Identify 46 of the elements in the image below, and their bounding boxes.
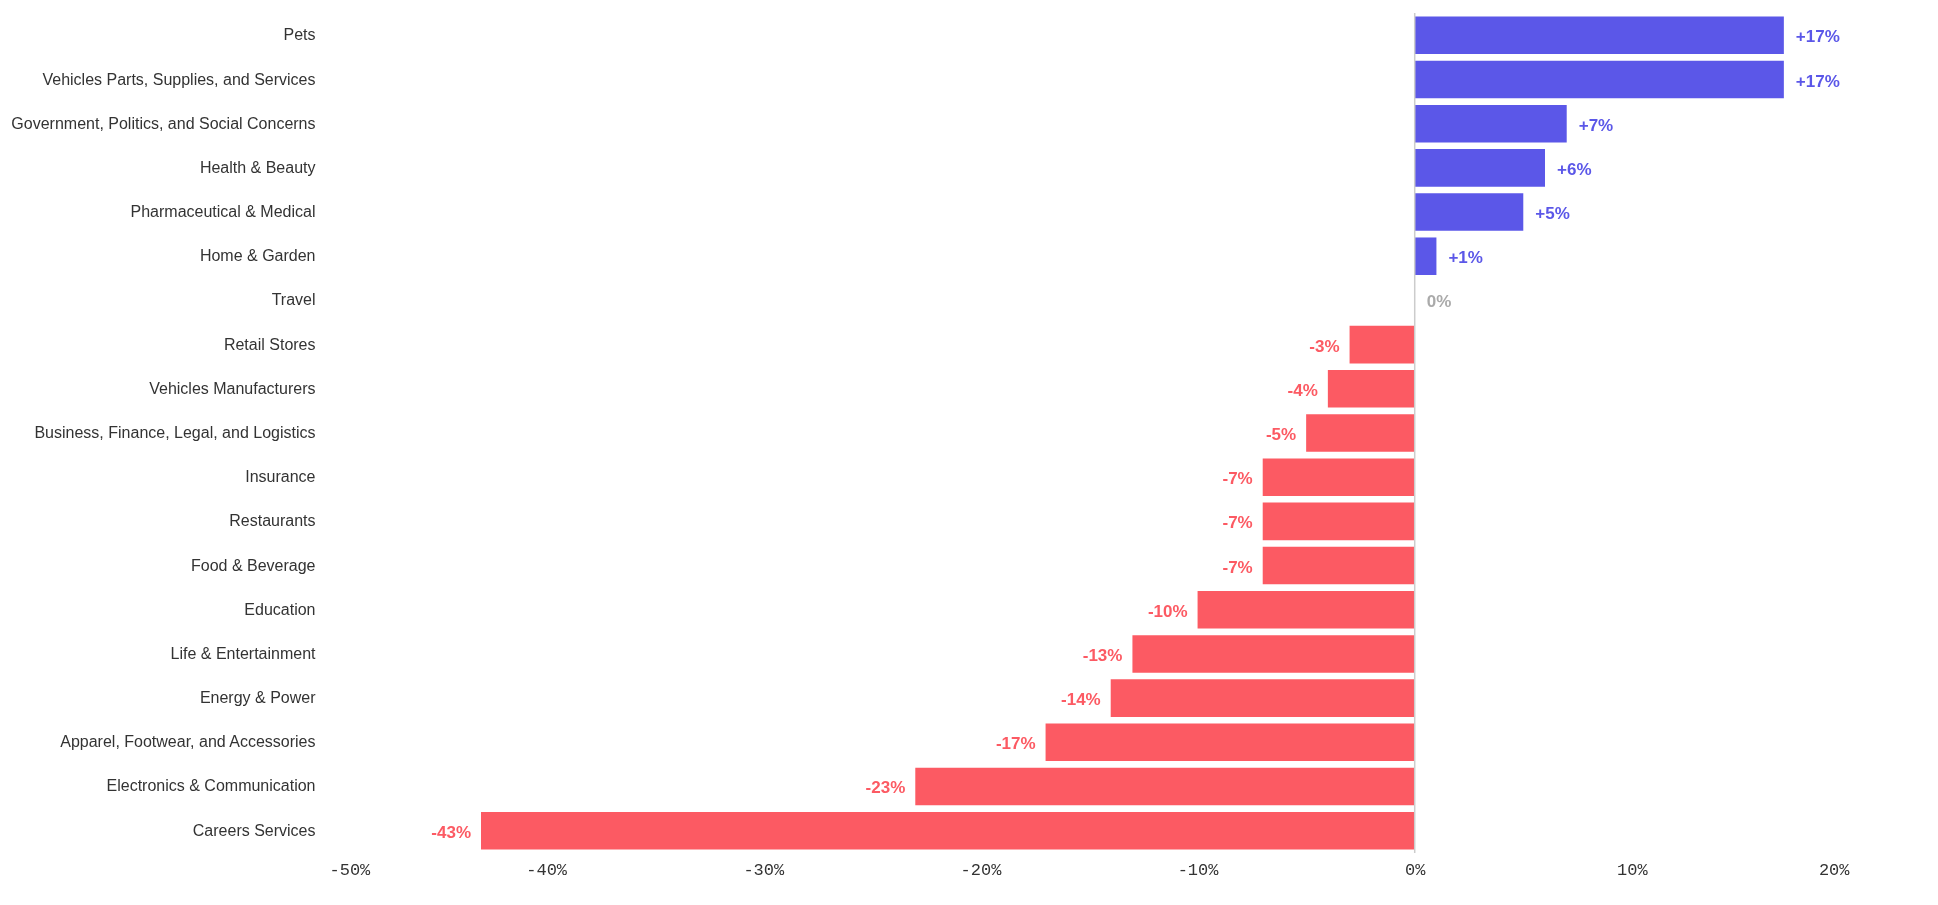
data-label: -13% [1082, 645, 1123, 665]
y-tick-label: Health & Beauty [199, 158, 316, 176]
y-tick-label: Pharmaceutical & Medical [130, 203, 316, 221]
y-tick-label: Home & Garden [199, 247, 316, 265]
x-tick-label: -30% [743, 860, 785, 880]
data-label: -7% [1222, 469, 1253, 489]
x-tick-label: 0% [1405, 860, 1427, 880]
x-tick-label: -10% [1177, 860, 1220, 880]
x-tick-label: -20% [960, 860, 1003, 880]
y-tick-label: Apparel, Footwear, and Accessories [60, 733, 316, 751]
y-tick-label: Insurance [245, 468, 316, 486]
data-label: -3% [1309, 336, 1340, 356]
y-tick-label: Life & Entertainment [170, 644, 317, 662]
data-label: -7% [1222, 557, 1253, 577]
data-label: -10% [1147, 601, 1188, 621]
data-label: +17% [1795, 27, 1840, 47]
x-tick-label: 20% [1818, 860, 1851, 880]
y-tick-label: Vehicles Parts, Supplies, and Services [42, 70, 316, 88]
data-label: -4% [1287, 380, 1318, 400]
y-tick-label: Travel [271, 291, 316, 309]
data-label: -14% [1061, 690, 1101, 710]
data-label: -7% [1222, 513, 1253, 533]
y-tick-label: Retail Stores [223, 335, 316, 353]
y-tick-label: Restaurants [229, 512, 316, 530]
y-tick-label: Careers Services [192, 821, 316, 839]
data-label: +6% [1557, 159, 1592, 179]
data-label: 0% [1426, 292, 1452, 312]
y-tick-label: Food & Beverage [190, 556, 316, 574]
y-tick-label: Pets [283, 26, 316, 44]
x-tick-label: 10% [1617, 860, 1649, 880]
data-label: +17% [1795, 71, 1840, 91]
x-tick-label: -50% [329, 860, 372, 880]
y-tick-label: Education [244, 600, 316, 618]
data-label: -43% [431, 822, 471, 842]
data-label: -23% [865, 778, 906, 798]
x-tick-label: -40% [526, 860, 568, 880]
data-label: +7% [1578, 115, 1614, 135]
y-tick-label: Vehicles Manufacturers [149, 379, 316, 397]
data-label: -5% [1265, 425, 1297, 444]
data-label: +5% [1535, 204, 1570, 224]
y-tick-label: Energy & Power [199, 689, 317, 707]
data-label: +1% [1448, 248, 1483, 268]
y-tick-label: Business, Finance, Legal, and Logistics [34, 424, 316, 441]
y-tick-label: Electronics & Communication [106, 777, 316, 795]
y-tick-label: Government, Politics, and Social Concerns [11, 114, 316, 132]
data-label: -17% [995, 734, 1036, 754]
